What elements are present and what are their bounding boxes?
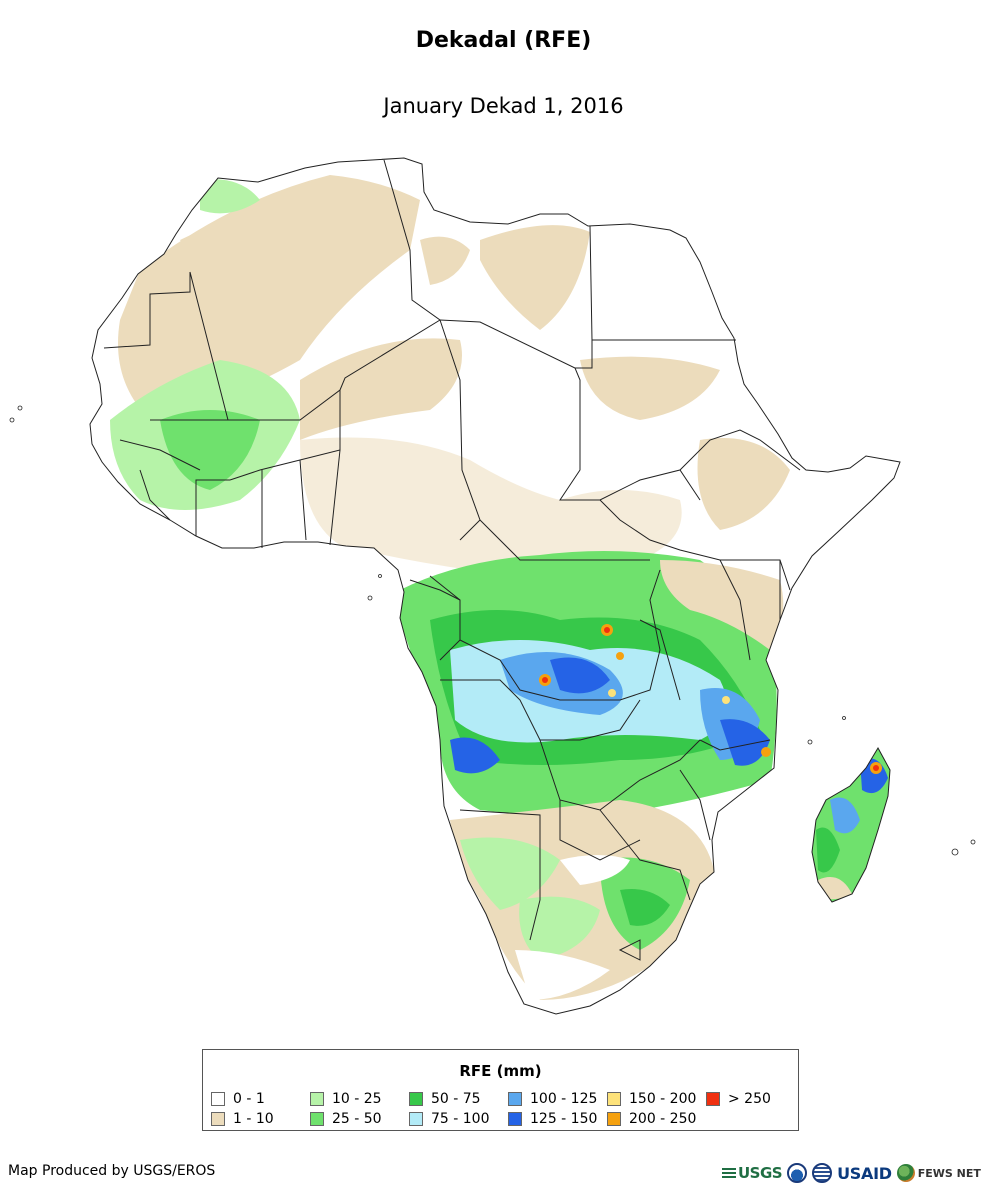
legend-label: 100 - 125 — [530, 1091, 598, 1107]
legend-swatch — [607, 1092, 621, 1106]
legend-item: 1 - 10 — [211, 1109, 310, 1129]
legend-label: 150 - 200 — [629, 1091, 697, 1107]
legend-label: 1 - 10 — [233, 1111, 274, 1127]
legend-item: 75 - 100 — [409, 1109, 508, 1129]
africa-rainfall-map — [0, 140, 1007, 1040]
doi-seal-icon — [812, 1163, 833, 1183]
legend-item: 50 - 75 — [409, 1089, 508, 1109]
legend-label: 25 - 50 — [332, 1111, 382, 1127]
map-title: Dekadal (RFE) — [415, 28, 592, 53]
legend-swatch — [508, 1092, 522, 1106]
legend-label: 0 - 1 — [233, 1091, 265, 1107]
usgs-logo: USGS — [722, 1164, 783, 1182]
legend-swatch — [211, 1112, 225, 1126]
legend-item: 100 - 125 — [508, 1089, 607, 1109]
legend-item: 150 - 200 — [607, 1089, 706, 1109]
legend-item: > 250 — [706, 1089, 786, 1109]
legend-swatch — [409, 1092, 423, 1106]
legend-swatch — [409, 1112, 423, 1126]
usgs-wave-icon — [722, 1168, 736, 1178]
noaa-logo-icon — [787, 1163, 808, 1183]
legend-swatch — [508, 1112, 522, 1126]
legend-label: 10 - 25 — [332, 1091, 382, 1107]
legend-label: 200 - 250 — [629, 1111, 697, 1127]
agency-logos: USGS USAID FEWS NET — [722, 1158, 1002, 1188]
legend-swatch — [211, 1092, 225, 1106]
legend-grid: 0 - 1 1 - 10 10 - 25 25 - 50 50 - 75 75 … — [211, 1089, 786, 1129]
legend-label: 75 - 100 — [431, 1111, 490, 1127]
legend-label: > 250 — [728, 1091, 771, 1107]
fewsnet-logo-text: FEWS NET — [917, 1166, 981, 1180]
legend-swatch — [310, 1112, 324, 1126]
legend-title: RFE (mm) — [459, 1062, 542, 1080]
fewsnet-globe-icon — [896, 1164, 915, 1182]
usaid-logo: USAID — [837, 1163, 892, 1183]
africa-map-svg — [9, 157, 976, 1015]
legend-swatch — [706, 1092, 720, 1106]
map-credit: Map Produced by USGS/EROS — [8, 1163, 216, 1179]
legend-item: 200 - 250 — [607, 1109, 706, 1129]
legend: RFE (mm) 0 - 1 1 - 10 10 - 25 25 - 50 50… — [202, 1049, 799, 1131]
legend-label: 125 - 150 — [530, 1111, 598, 1127]
legend-item: 25 - 50 — [310, 1109, 409, 1129]
usgs-logo-text: USGS — [738, 1164, 783, 1182]
map-subtitle: January Dekad 1, 2016 — [383, 94, 624, 118]
fewsnet-logo: FEWS NET — [896, 1164, 981, 1182]
legend-swatch — [310, 1092, 324, 1106]
legend-item: 0 - 1 — [211, 1089, 310, 1109]
legend-item: 125 - 150 — [508, 1109, 607, 1129]
legend-swatch — [607, 1112, 621, 1126]
legend-item: 10 - 25 — [310, 1089, 409, 1109]
legend-label: 50 - 75 — [431, 1091, 481, 1107]
